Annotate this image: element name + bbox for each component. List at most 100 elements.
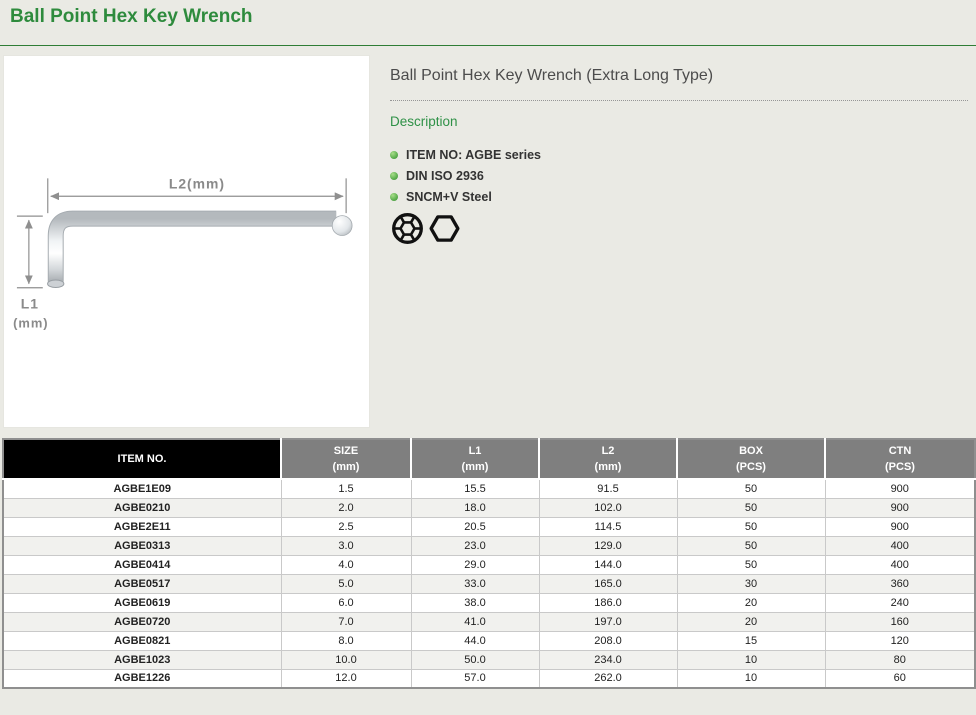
list-item: SNCM+V Steel <box>390 190 968 204</box>
feature-list: ITEM NO: AGBE series DIN ISO 2936 SNCM+V… <box>390 148 968 204</box>
cell-item-no: AGBE0720 <box>2 611 282 632</box>
header-l1: L1 (mm) <box>410 439 539 480</box>
cell-item-no: AGBE1226 <box>2 668 282 689</box>
header-ctn: CTN (PCS) <box>824 439 975 480</box>
cell-value: 900 <box>824 497 976 518</box>
cell-value: 50 <box>676 516 826 537</box>
cell-value: 900 <box>824 478 976 499</box>
cell-value: 15.5 <box>410 478 540 499</box>
l1-unit-label: (mm) <box>13 316 49 331</box>
cell-value: 160 <box>824 611 976 632</box>
cell-value: 18.0 <box>410 497 540 518</box>
cell-value: 240 <box>824 592 976 613</box>
table-row: AGBE0414 4.0 29.0 144.0 50 400 <box>2 554 976 575</box>
product-name: Ball Point Hex Key Wrench (Extra Long Ty… <box>390 67 714 84</box>
cell-value: 900 <box>824 516 976 537</box>
table-row: AGBE0313 3.0 23.0 129.0 50 400 <box>2 535 976 556</box>
table-row: AGBE0619 6.0 38.0 186.0 20 240 <box>2 592 976 613</box>
wrench-ball-end <box>331 215 353 236</box>
cell-item-no: AGBE2E11 <box>2 516 282 537</box>
cell-value: 2.0 <box>280 497 412 518</box>
cell-item-no: AGBE0821 <box>2 630 282 651</box>
table-row: AGBE0210 2.0 18.0 102.0 50 900 <box>2 497 976 518</box>
cell-value: 20 <box>676 592 826 613</box>
feature-text: ITEM NO: AGBE series <box>406 148 541 162</box>
cell-value: 129.0 <box>538 535 678 556</box>
bullet-icon <box>390 193 398 201</box>
wrench-body <box>48 211 337 282</box>
ball-point-socket-icon <box>392 213 423 244</box>
header-unit: (mm) <box>332 461 360 473</box>
cell-value: 41.0 <box>410 611 540 632</box>
cell-value: 60 <box>824 668 976 689</box>
product-details: Ball Point Hex Key Wrench (Extra Long Ty… <box>390 55 968 246</box>
cell-value: 400 <box>824 554 976 575</box>
cell-value: 91.5 <box>538 478 678 499</box>
cell-value: 144.0 <box>538 554 678 575</box>
wrench-hex-tip <box>47 279 65 289</box>
header-divider <box>0 45 976 46</box>
wrench-outline <box>47 210 337 282</box>
cell-value: 120 <box>824 630 976 651</box>
cell-value: 262.0 <box>538 668 678 689</box>
table-row: AGBE1E09 1.5 15.5 91.5 50 900 <box>2 478 976 499</box>
table-row: AGBE0821 8.0 44.0 208.0 15 120 <box>2 630 976 651</box>
cell-value: 102.0 <box>538 497 678 518</box>
hex-socket-icon <box>429 215 460 242</box>
header-item-no: ITEM NO. <box>3 439 281 480</box>
cell-item-no: AGBE1E09 <box>2 478 282 499</box>
table-row: AGBE2E11 2.5 20.5 114.5 50 900 <box>2 516 976 537</box>
cell-value: 50.0 <box>410 649 540 670</box>
cell-value: 23.0 <box>410 535 540 556</box>
cell-value: 186.0 <box>538 592 678 613</box>
cell-value: 10 <box>676 668 826 689</box>
cell-value: 10 <box>676 649 826 670</box>
dotted-divider <box>390 100 968 101</box>
cell-value: 2.5 <box>280 516 412 537</box>
header-unit: (PCS) <box>736 461 766 473</box>
cell-value: 165.0 <box>538 573 678 594</box>
cell-value: 6.0 <box>280 592 412 613</box>
cell-value: 208.0 <box>538 630 678 651</box>
header-unit: (PCS) <box>885 461 915 473</box>
list-item: DIN ISO 2936 <box>390 169 968 183</box>
cell-value: 50 <box>676 497 826 518</box>
cell-item-no: AGBE0517 <box>2 573 282 594</box>
header-label: L2 <box>601 445 615 457</box>
header-label: BOX <box>739 445 763 457</box>
header-row: ITEM NO. SIZE (mm) L1 (mm) L2 (mm) BOX (… <box>3 439 975 480</box>
list-item: ITEM NO: AGBE series <box>390 148 968 162</box>
cell-value: 33.0 <box>410 573 540 594</box>
spec-table-section: ITEM NO. SIZE (mm) L1 (mm) L2 (mm) BOX (… <box>2 438 976 689</box>
drive-type-icons <box>390 211 968 246</box>
table-row: AGBE1226 12.0 57.0 262.0 10 60 <box>2 668 976 689</box>
cell-value: 20 <box>676 611 826 632</box>
header-label: CTN <box>888 445 912 457</box>
table-row: AGBE1023 10.0 50.0 234.0 10 80 <box>2 649 976 670</box>
table-row: AGBE0720 7.0 41.0 197.0 20 160 <box>2 611 976 632</box>
cell-value: 8.0 <box>280 630 412 651</box>
header-label: ITEM NO. <box>117 453 167 465</box>
cell-value: 20.5 <box>410 516 540 537</box>
cell-value: 50 <box>676 478 826 499</box>
cell-value: 50 <box>676 535 826 556</box>
cell-value: 80 <box>824 649 976 670</box>
cell-value: 30 <box>676 573 826 594</box>
cell-value: 114.5 <box>538 516 678 537</box>
spec-table: ITEM NO. SIZE (mm) L1 (mm) L2 (mm) BOX (… <box>2 438 976 689</box>
cell-value: 50 <box>676 554 826 575</box>
cell-value: 29.0 <box>410 554 540 575</box>
cell-item-no: AGBE0210 <box>2 497 282 518</box>
cell-item-no: AGBE0619 <box>2 592 282 613</box>
header-unit: (mm) <box>461 461 489 473</box>
feature-text: SNCM+V Steel <box>406 190 492 204</box>
cell-value: 12.0 <box>280 668 412 689</box>
description-label: Description <box>390 114 458 129</box>
feature-text: DIN ISO 2936 <box>406 169 484 183</box>
page-title: Ball Point Hex Key Wrench <box>10 6 253 27</box>
table-row: AGBE0517 5.0 33.0 165.0 30 360 <box>2 573 976 594</box>
bullet-icon <box>390 172 398 180</box>
header-label: SIZE <box>333 445 359 457</box>
l2-label: L2(mm) <box>169 175 225 191</box>
product-image-panel: L2(mm) L1 (mm) <box>3 55 370 428</box>
